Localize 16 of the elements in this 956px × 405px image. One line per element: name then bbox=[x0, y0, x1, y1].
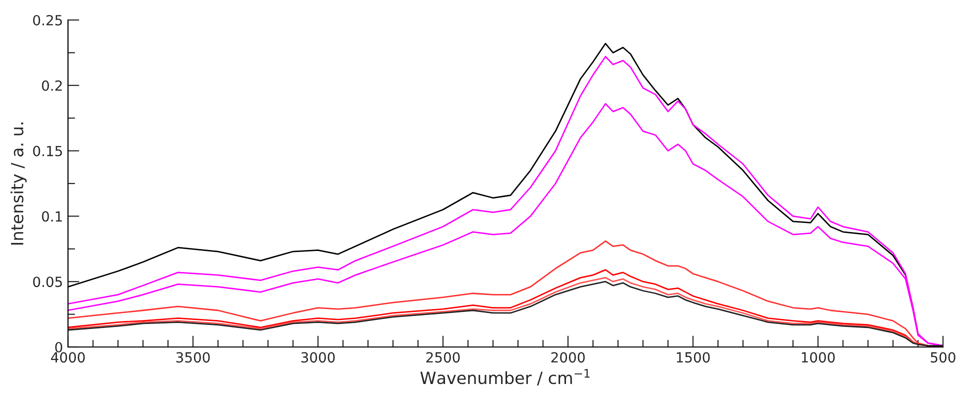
x-axis-title: Wavenumber / cm$^{−1}$ bbox=[420, 369, 590, 386]
y-tick-label: 0.2 bbox=[42, 80, 62, 91]
x-tick-label: 4000 bbox=[51, 352, 85, 363]
x-tick-label: 2500 bbox=[426, 352, 460, 363]
x-tick-label: 1500 bbox=[676, 352, 710, 363]
x-tick-label: 3500 bbox=[176, 352, 210, 363]
x-tick-label: 1000 bbox=[802, 352, 835, 363]
y-axis-title: Intensity / a. u. bbox=[10, 122, 27, 245]
y-tick-label: 0.15 bbox=[33, 146, 62, 156]
y-tick-label: 0.25 bbox=[33, 14, 62, 26]
y-tick-label: 0 bbox=[55, 342, 62, 352]
x-tick-label: 2000 bbox=[551, 352, 585, 363]
y-tick-label: 0.05 bbox=[33, 276, 62, 288]
x-tick-label: 500 bbox=[930, 352, 956, 363]
x-tick-label: 3000 bbox=[301, 352, 335, 363]
y-tick-label: 0.1 bbox=[42, 211, 62, 222]
